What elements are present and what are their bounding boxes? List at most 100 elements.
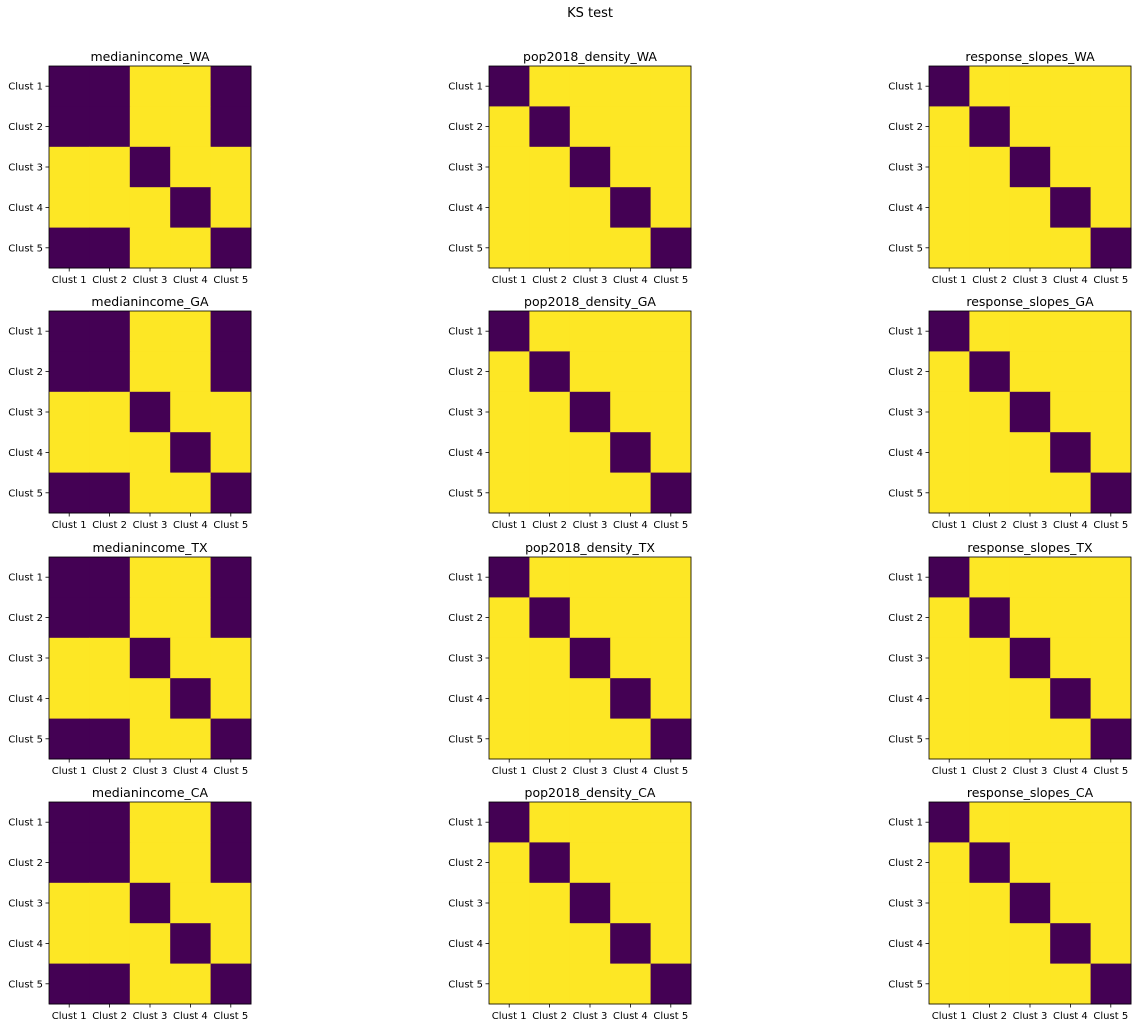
heatmap-cell [1050, 472, 1092, 514]
heatmap-cell [610, 678, 652, 720]
heatmap-cell [129, 597, 171, 639]
x-tick-label: Clust 5 [653, 1011, 688, 1022]
y-tick-label: Clust 2 [448, 858, 483, 869]
heatmap-cell [969, 66, 1011, 107]
heatmap-cell [1009, 391, 1051, 433]
heatmap-cell [529, 391, 571, 433]
x-tick-label: Clust 2 [92, 766, 127, 777]
heatmap-panel-medianincome-ga: medianincome_GA Clust 1 Clust 2 Clust 3 Clus… [8, 294, 252, 531]
y-tick-label: Clust 1 [888, 573, 923, 584]
heatmap-cell [49, 882, 90, 924]
heatmap-cell [1050, 963, 1092, 1005]
y-tick-label: Clust 1 [448, 82, 483, 93]
x-tick-label: Clust 4 [613, 1011, 648, 1022]
heatmap-cell [529, 718, 571, 760]
heatmap-cell [529, 146, 571, 188]
heatmap-cell [650, 557, 692, 598]
x-tick-label: Clust 5 [213, 275, 248, 286]
panel-title: pop2018_density_WA [523, 49, 657, 64]
heatmap-cell [610, 106, 652, 148]
heatmap-cell [129, 842, 171, 884]
heatmap-cell [929, 146, 970, 188]
heatmap-cell [1090, 597, 1132, 639]
panel-title: medianincome_WA [90, 49, 210, 64]
x-tick-label: Clust 4 [173, 1011, 208, 1022]
y-tick-label: Clust 1 [8, 327, 43, 338]
heatmap-cell [89, 842, 131, 884]
heatmap-cell [489, 391, 530, 433]
y-tick-label: Clust 3 [448, 899, 483, 910]
heatmap-cell [929, 923, 970, 965]
x-tick-label: Clust 1 [932, 766, 967, 777]
heatmap-cell [49, 678, 90, 720]
panel-title: medianincome_GA [91, 294, 209, 309]
heatmap-cell [49, 106, 90, 148]
heatmap-cell [650, 678, 692, 720]
heatmap-cell [1009, 923, 1051, 965]
y-tick-label: Clust 4 [888, 448, 923, 459]
heatmap-cell [210, 882, 252, 924]
heatmap-panel-pop2018-density-tx: pop2018_density_TX Clust 1 Clust 2 Clust 3 C… [448, 540, 692, 777]
heatmap-cell [529, 842, 571, 884]
heatmap-cell [89, 472, 131, 514]
y-tick-label: Clust 5 [8, 734, 43, 745]
heatmap-cell [610, 963, 652, 1005]
heatmap-cell [129, 66, 171, 107]
x-tick-label: Clust 5 [213, 1011, 248, 1022]
heatmap-cell [650, 391, 692, 433]
y-tick-label: Clust 5 [448, 488, 483, 499]
x-tick-label: Clust 3 [133, 520, 168, 531]
heatmap-cell [650, 923, 692, 965]
heatmap-cell [610, 66, 652, 107]
heatmap-cell [170, 637, 212, 679]
heatmap-cell [89, 678, 131, 720]
y-tick-label: Clust 4 [888, 939, 923, 950]
y-tick-label: Clust 4 [888, 694, 923, 705]
x-tick-label: Clust 2 [92, 520, 127, 531]
x-tick-label: Clust 3 [573, 766, 608, 777]
heatmap-cell [89, 637, 131, 679]
x-tick-label: Clust 2 [972, 275, 1007, 286]
heatmap-cell [569, 842, 611, 884]
panel-title: response_slopes_WA [965, 49, 1095, 64]
panel-title: response_slopes_CA [967, 785, 1094, 800]
y-tick-label: Clust 5 [448, 734, 483, 745]
x-tick-label: Clust 5 [653, 766, 688, 777]
heatmap-cell [210, 351, 252, 393]
heatmap-cell [1050, 802, 1092, 843]
heatmap-cell [210, 923, 252, 965]
heatmap-cell [1050, 311, 1092, 352]
heatmap-cell [1090, 391, 1132, 433]
heatmap-cell [49, 597, 90, 639]
y-tick-label: Clust 5 [448, 243, 483, 254]
heatmap-cell [650, 963, 692, 1005]
heatmap-cell [529, 472, 571, 514]
heatmap-panel-medianincome-tx: medianincome_TX Clust 1 Clust 2 Clust 3 Clus… [8, 540, 252, 777]
y-tick-label: Clust 4 [8, 939, 43, 950]
y-tick-label: Clust 5 [888, 734, 923, 745]
y-tick-label: Clust 3 [8, 163, 43, 174]
x-tick-label: Clust 1 [492, 1011, 527, 1022]
heatmap-cell [49, 557, 90, 598]
heatmap-cell [89, 66, 131, 107]
x-tick-label: Clust 2 [92, 1011, 127, 1022]
heatmap-cell [1009, 472, 1051, 514]
y-tick-label: Clust 4 [888, 203, 923, 214]
heatmap-cell [1090, 718, 1132, 760]
heatmap-cell [170, 227, 212, 269]
heatmap-cell [129, 557, 171, 598]
heatmap-cell [1090, 146, 1132, 188]
heatmap-cell [610, 842, 652, 884]
heatmap-cell [89, 351, 131, 393]
heatmap-cell [1050, 557, 1092, 598]
heatmap-cell [129, 311, 171, 352]
heatmap-cell [89, 106, 131, 148]
heatmap-cell [210, 106, 252, 148]
heatmap-cell [969, 227, 1011, 269]
heatmap-cell [49, 311, 90, 352]
heatmap-cell [650, 718, 692, 760]
x-tick-label: Clust 4 [1053, 275, 1088, 286]
heatmap-cell [210, 678, 252, 720]
x-tick-label: Clust 4 [613, 766, 648, 777]
